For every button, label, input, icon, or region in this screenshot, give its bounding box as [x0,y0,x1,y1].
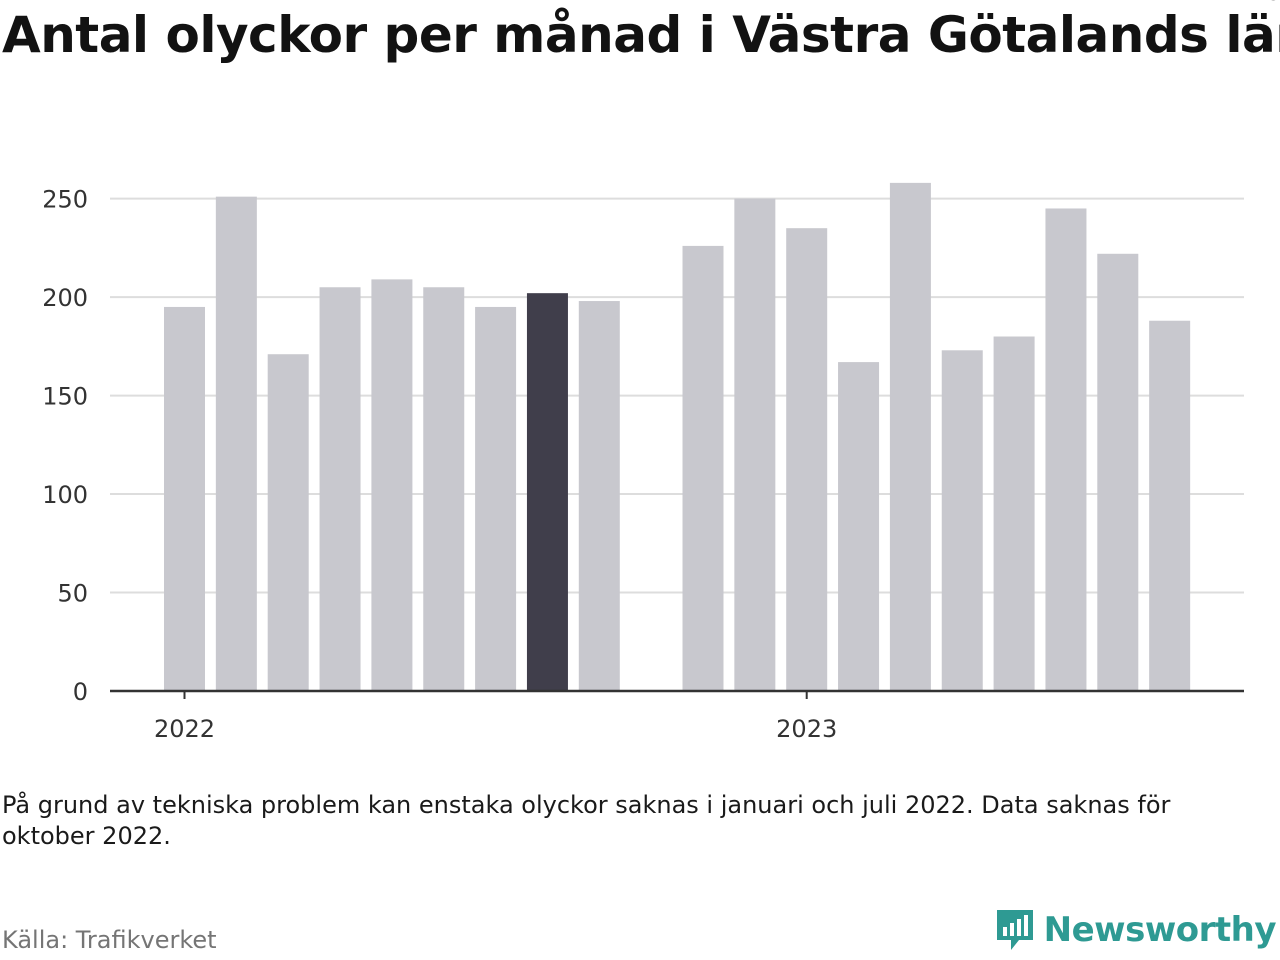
chart-title: Antal olyckor per månad i Västra Götalan… [2,6,1280,64]
y-tick-label: 50 [57,580,88,608]
bar-2023-02 [838,362,880,691]
bars [164,182,1191,692]
bar-2023-04 [941,350,983,691]
x-tick-label: 2023 [776,715,837,743]
x-axis-ticks: 2022 2023 [154,691,837,743]
chart-footnote: På grund av tekniska problem kan enstaka… [2,791,1171,850]
bar-2023-08 [1149,320,1191,691]
bar-2022-03 [267,354,309,691]
y-axis-ticks: 0 50 100 150 200 250 [42,186,88,706]
data-labels: 188 [1249,0,1280,6]
bar-2022-05 [371,279,413,691]
x-tick-label: 2022 [154,715,215,743]
bar-2023-06 [1045,208,1087,692]
y-tick-label: 0 [73,678,88,706]
y-tick-label: 100 [42,481,88,509]
bar-2023-03 [889,182,931,691]
source-credit: Källa: Trafikverket [2,926,217,954]
bar-2022-07 [475,306,517,691]
bar-2022-01 [164,306,205,691]
newsworthy-logo-icon [996,910,1033,950]
newsworthy-logo: Newsworthy [994,906,1277,954]
bar-2022-11 [682,245,724,691]
data-label-2023-10: 188 [1249,0,1280,6]
bar-2022-09 [578,301,620,691]
bar-2023-05 [993,336,1035,691]
brand-name: Newsworthy [1043,910,1277,950]
bar-2022-12 [734,198,776,691]
bar-2023-07 [1097,253,1139,691]
bar-2022-06 [423,287,465,691]
bar-2022-02 [215,196,257,691]
bar-2022-08 [526,293,568,691]
y-tick-label: 200 [42,284,88,312]
bar-2023-01 [786,228,828,691]
y-tick-label: 150 [42,383,88,411]
y-tick-label: 250 [42,186,88,214]
bar-2022-04 [319,287,361,691]
